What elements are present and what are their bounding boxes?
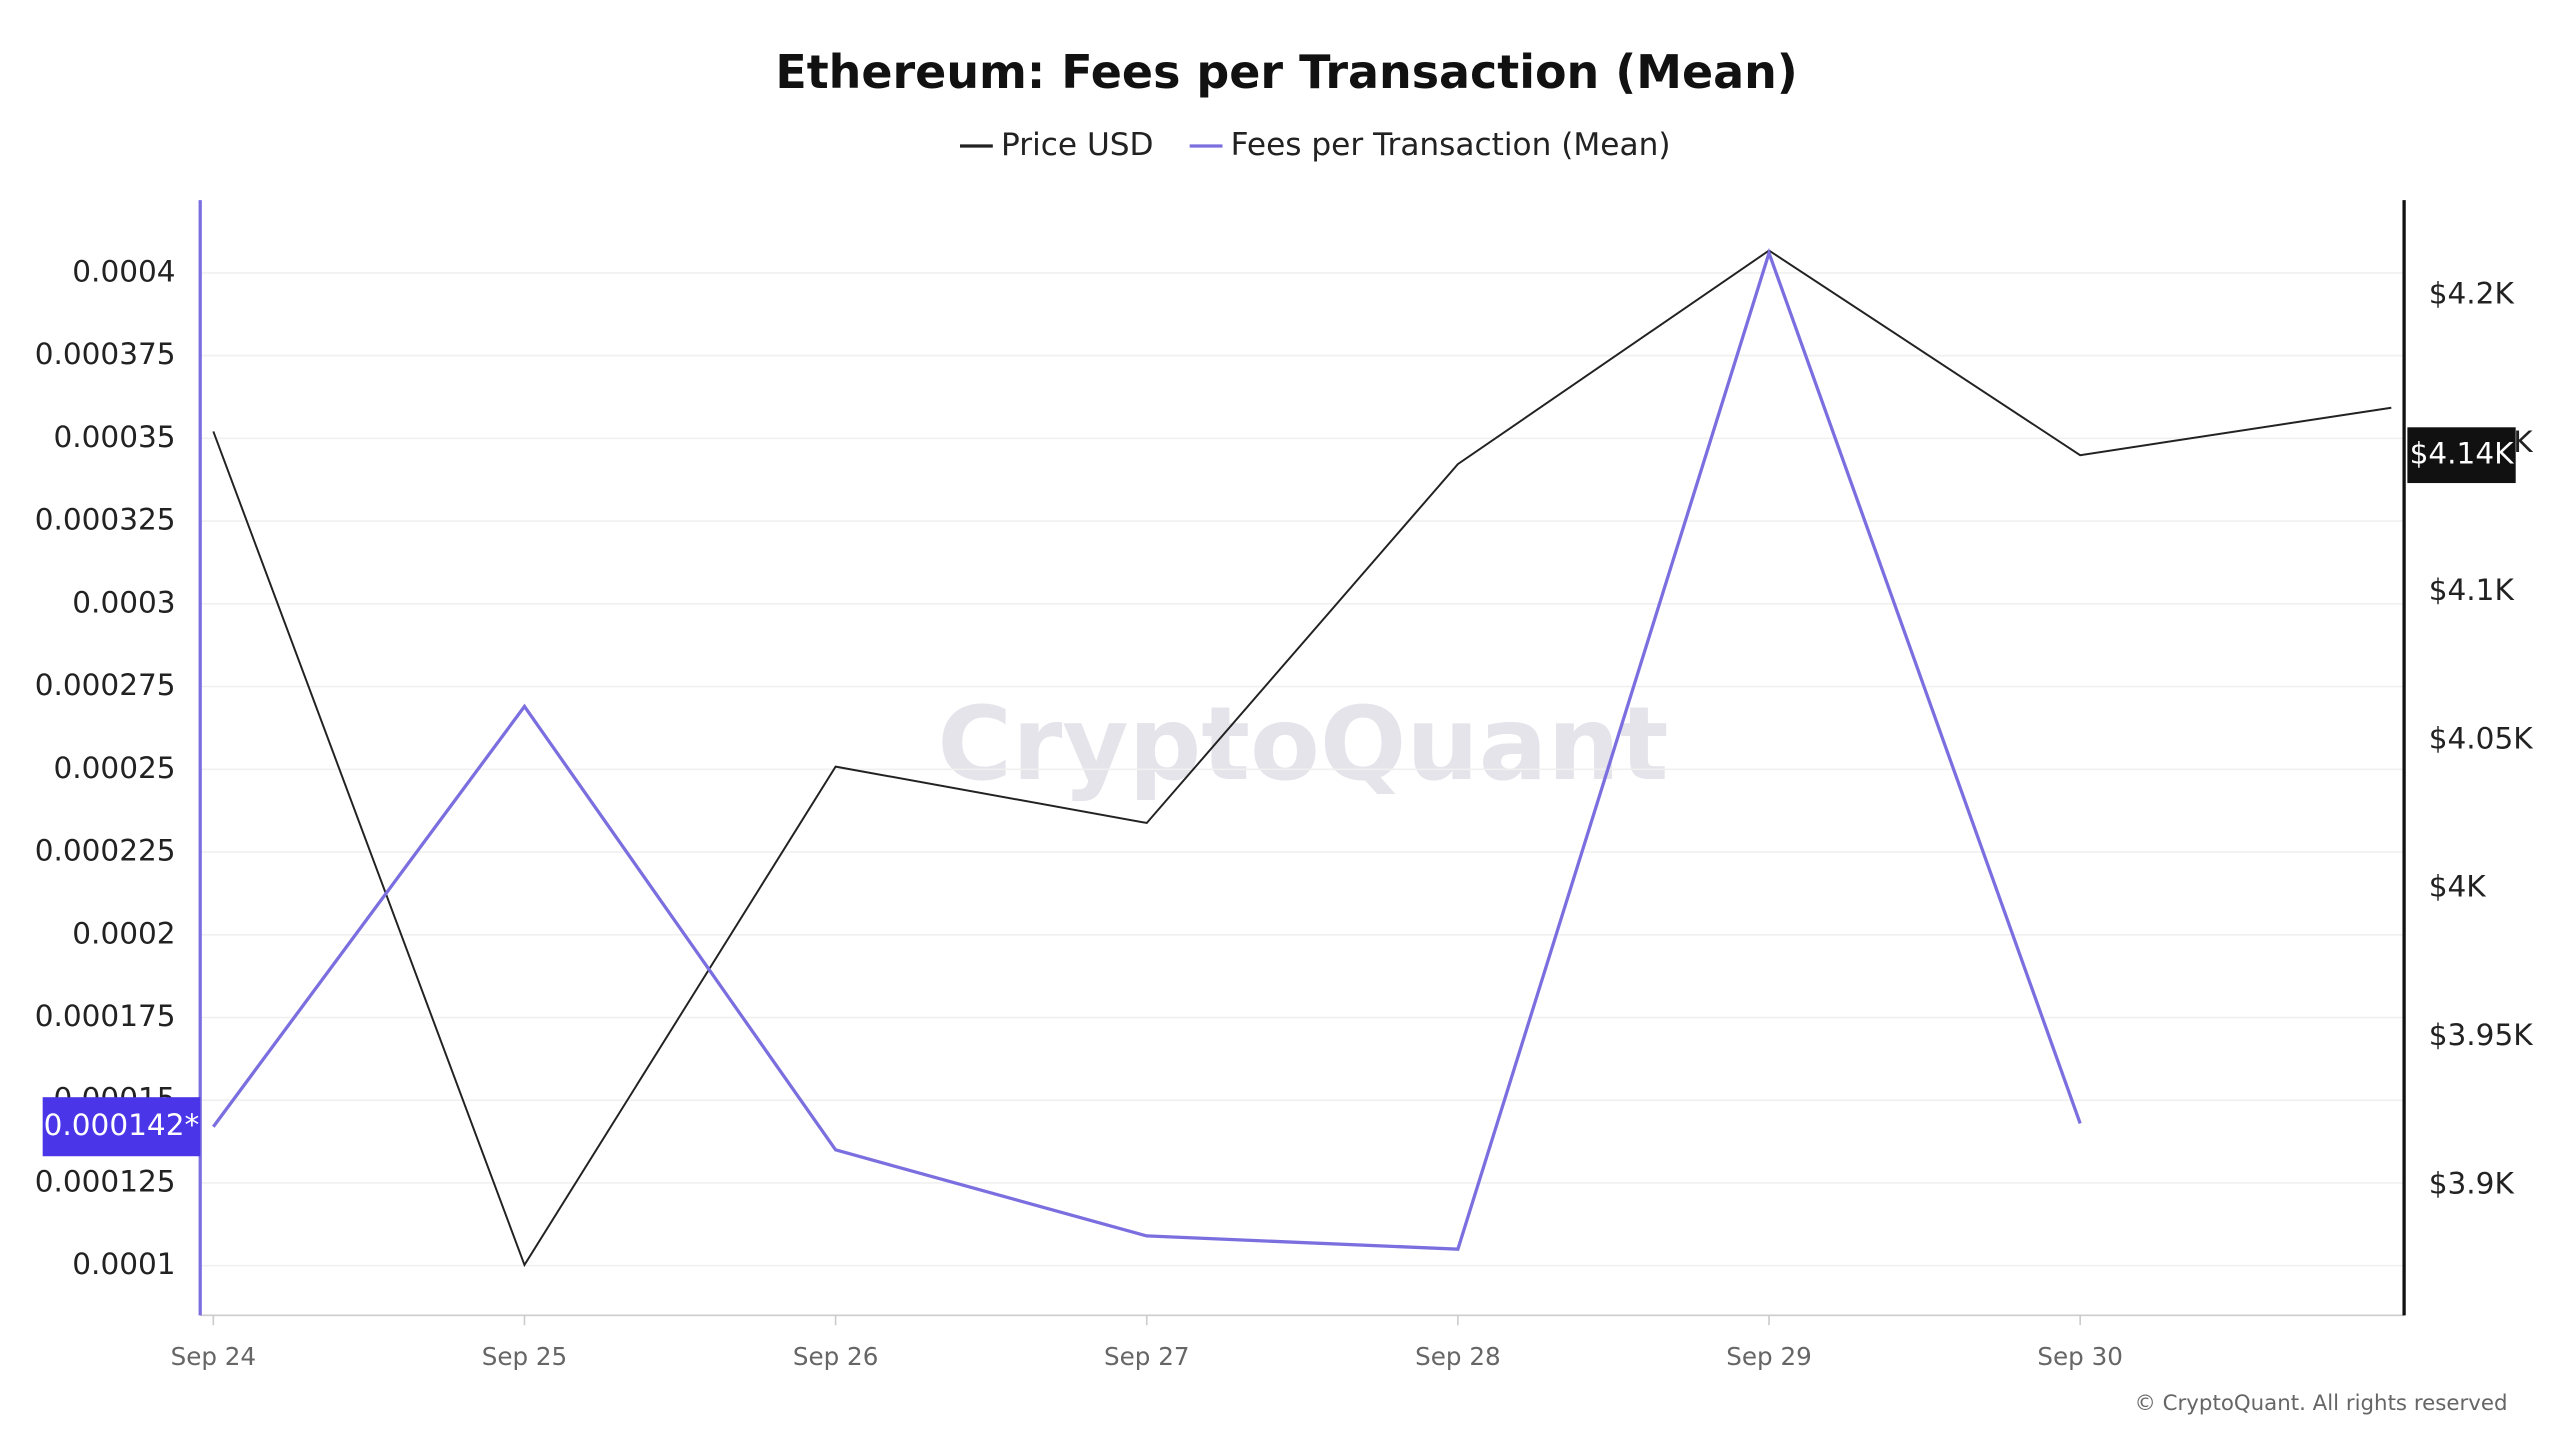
x-tick-label: Sep 24: [171, 1342, 256, 1371]
watermark: CryptoQuant: [937, 685, 1668, 803]
y-tick-label: 0.000325: [35, 503, 176, 537]
y-tick-label: 0.0001: [72, 1247, 175, 1281]
y-tick-label: 0.000125: [35, 1164, 176, 1198]
x-tick-label: Sep 29: [1726, 1342, 1811, 1371]
x-tick-label: Sep 26: [793, 1342, 878, 1371]
y-tick-label: 0.000375: [35, 337, 176, 371]
y2-tick-label: $3.9K: [2429, 1166, 2515, 1200]
x-tick-label: Sep 27: [1104, 1342, 1189, 1371]
legend-label: Price USD: [1001, 127, 1154, 163]
chart-title: Ethereum: Fees per Transaction (Mean): [775, 45, 1797, 99]
series-line: [212, 247, 2082, 1251]
y-tick-label: 0.0003: [72, 585, 175, 619]
y-tick-label: 0.000275: [35, 668, 176, 702]
y2-tick-label: $4K: [2429, 870, 2487, 904]
y-tick-label: 0.00035: [53, 420, 175, 454]
current-value-badge: [42, 1097, 201, 1157]
y2-tick-label: $3.95K: [2429, 1018, 2534, 1052]
y2-tick-label: $4.1K: [2429, 573, 2515, 607]
x-tick-label: Sep 25: [482, 1342, 567, 1371]
y2-tick-label: $4.05K: [2429, 721, 2534, 755]
y-tick-label: 0.000175: [35, 999, 176, 1033]
legend-label: Fees per Transaction (Mean): [1231, 127, 1671, 163]
y-tick-label: 0.000225: [35, 834, 176, 868]
x-tick-label: Sep 28: [1415, 1342, 1500, 1371]
y2-tick-label: $4.2K: [2429, 277, 2515, 311]
y-tick-label: 0.0004: [72, 254, 175, 288]
footer: © CryptoQuant. All rights reserved: [2135, 1391, 2508, 1416]
x-tick-label: Sep 30: [2037, 1342, 2122, 1371]
current-value-label: 0.000142*: [44, 1108, 200, 1142]
y-tick-label: 0.0002: [72, 916, 175, 950]
y-tick-label: 0.00025: [53, 751, 175, 785]
current-price-badge: [2407, 427, 2516, 484]
current-price-label: $4.14K: [2410, 437, 2515, 471]
series-line: [212, 249, 2392, 1268]
